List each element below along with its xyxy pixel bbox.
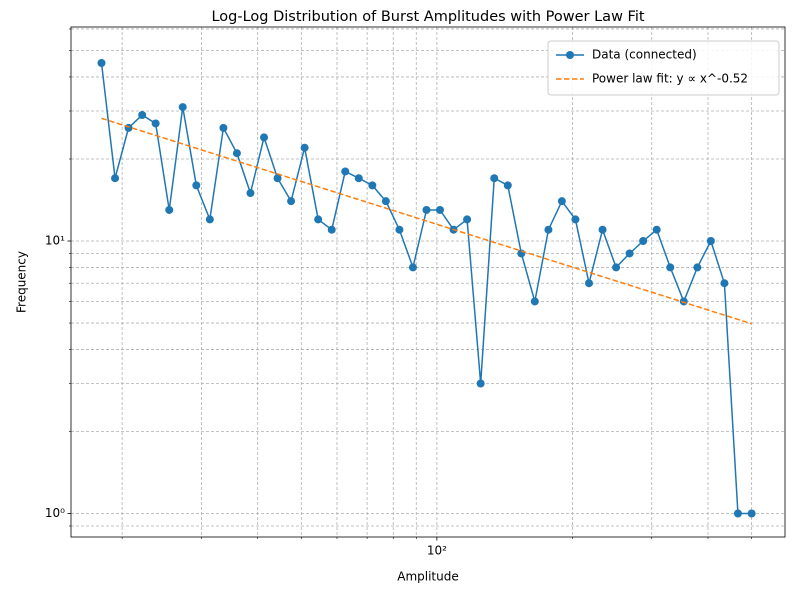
data-point	[422, 205, 431, 214]
data-point	[666, 263, 675, 272]
data-point	[408, 263, 417, 272]
data-point	[612, 263, 621, 272]
y-tick-label: 10⁰	[45, 506, 65, 520]
data-point	[205, 215, 214, 224]
data-point	[287, 197, 296, 206]
data-point	[639, 237, 648, 246]
data-point	[530, 297, 539, 306]
data-point	[490, 174, 499, 183]
data-point	[476, 379, 485, 388]
x-tick-label: 10²	[427, 544, 447, 558]
data-point	[273, 174, 282, 183]
data-point	[327, 225, 336, 234]
legend-label: Power law fit: y ∝ x^-0.52	[592, 72, 748, 86]
legend-label: Data (connected)	[592, 48, 697, 62]
data-point	[300, 143, 309, 152]
data-point	[435, 205, 444, 214]
data-point	[219, 123, 228, 132]
data-point	[625, 249, 634, 258]
data-point	[97, 59, 106, 68]
data-point	[232, 149, 241, 158]
series-line	[101, 117, 752, 325]
data-point	[124, 123, 133, 132]
data-point	[693, 263, 702, 272]
y-tick-label: 10¹	[45, 234, 65, 248]
data-point	[354, 174, 363, 183]
x-axis-label: Amplitude	[397, 570, 459, 584]
data-point	[706, 237, 715, 246]
chart-title: Log-Log Distribution of Burst Amplitudes…	[211, 9, 644, 25]
data-point	[679, 297, 688, 306]
data-point	[571, 215, 580, 224]
data-point	[503, 181, 512, 190]
data-point	[463, 215, 472, 224]
legend-box	[547, 40, 780, 96]
data-point	[178, 103, 187, 112]
data-point	[111, 174, 120, 183]
data-point	[598, 225, 607, 234]
legend-marker	[566, 51, 574, 59]
data-point	[260, 133, 269, 142]
data-point	[165, 205, 174, 214]
data-point	[381, 197, 390, 206]
data-point	[585, 279, 594, 288]
data-point	[314, 215, 323, 224]
data-point	[341, 167, 350, 176]
data-point	[395, 225, 404, 234]
data-point	[138, 111, 147, 120]
data-point	[544, 225, 553, 234]
y-axis-label: Frequency	[15, 251, 29, 313]
data-point	[733, 509, 742, 518]
data-point	[246, 189, 255, 198]
plot-frame	[70, 26, 786, 538]
data-point	[747, 509, 756, 518]
data-point	[151, 119, 160, 128]
data-point	[557, 197, 566, 206]
data-point	[652, 225, 661, 234]
data-point	[368, 181, 377, 190]
data-point	[720, 279, 729, 288]
data-point	[192, 181, 201, 190]
